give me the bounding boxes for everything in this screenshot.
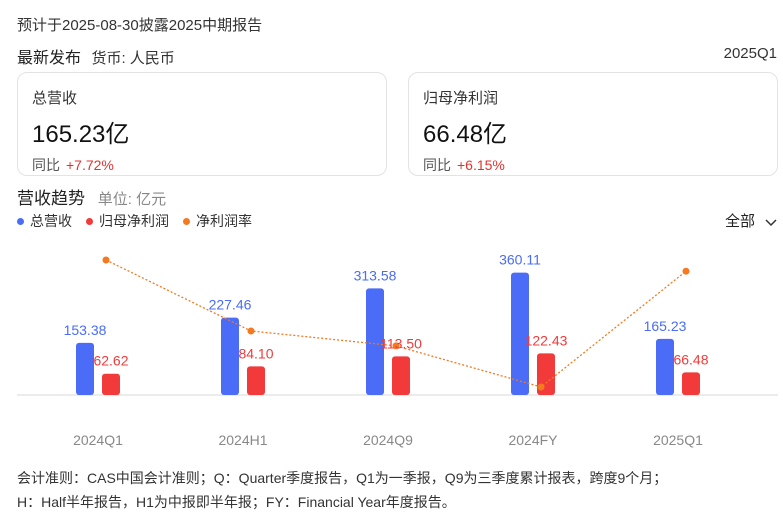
label-net-profit-2024Q1: 62.62 <box>93 353 128 369</box>
label-revenue-2024Q1: 153.38 <box>64 322 107 338</box>
net-margin-point-2024FY[interactable] <box>537 383 545 391</box>
footnote: 会计准则：CAS中国会计准则；Q：Quarter季度报告，Q1为一季报，Q9为三… <box>17 466 777 514</box>
report-period: 2025Q1 <box>723 45 777 62</box>
legend-dot-revenue <box>17 217 24 225</box>
bar-label-group: 153.38 62.62 227.46 84.10 313.58 113.50 360.11… <box>64 252 709 369</box>
bar-revenue-2025Q1[interactable] <box>656 338 674 395</box>
currency-label: 货币: 人民币 <box>91 50 175 67</box>
x-tick-2024Q9: 2024Q9 <box>363 432 413 448</box>
legend-item-net-margin[interactable]: 净利润率 <box>183 211 252 231</box>
filter-label: 全部 <box>724 213 755 230</box>
label-net-profit-2025Q1: 66.48 <box>673 351 708 367</box>
label-revenue-2025Q1: 165.23 <box>644 318 687 334</box>
trend-unit: 单位: 亿元 <box>97 191 167 208</box>
label-net-profit-2024H1: 84.10 <box>238 345 273 361</box>
x-tick-2024H1: 2024H1 <box>218 432 267 448</box>
revenue-yoy-label: 同比 <box>32 157 60 173</box>
latest-release-header: 最新发布 货币: 人民币 <box>17 44 175 68</box>
legend-dot-net-profit <box>86 217 93 225</box>
latest-release-title: 最新发布 <box>17 50 82 67</box>
bar-net-profit-2024Q9[interactable] <box>392 356 410 395</box>
revenue-label: 总营收 <box>32 90 78 107</box>
net-margin-point-2024Q9[interactable] <box>392 342 400 350</box>
legend-label-revenue: 总营收 <box>30 213 72 229</box>
revenue-yoy-value: +7.72% <box>66 157 114 173</box>
net-margin-point-2025Q1[interactable] <box>682 267 690 275</box>
x-tick-2025Q1: 2025Q1 <box>653 432 703 448</box>
net-margin-point-2024H1[interactable] <box>247 327 255 335</box>
x-tick-2024Q1: 2024Q1 <box>73 432 123 448</box>
net-profit-label: 归母净利润 <box>423 90 499 107</box>
bar-net-profit-2025Q1[interactable] <box>682 372 700 395</box>
chevron-down-icon <box>765 215 777 227</box>
legend-item-revenue[interactable]: 总营收 <box>17 211 72 231</box>
net-profit-card[interactable]: 归母净利润 66.48亿 同比 +6.15% <box>408 72 778 176</box>
legend-label-net-profit: 归母净利润 <box>99 213 169 229</box>
footnote-line-1: 会计准则：CAS中国会计准则；Q：Quarter季度报告，Q1为一季报，Q9为三… <box>17 470 668 486</box>
footnote-line-2: H：Half半年报告，H1为中报即半年报；FY：Financial Year年度… <box>17 494 456 510</box>
bar-revenue-2024H1[interactable] <box>221 317 239 395</box>
revenue-trend-chart: 153.38 62.62 227.46 84.10 313.58 113.50 360.11… <box>17 252 778 448</box>
net-profit-yoy-label: 同比 <box>423 157 451 173</box>
legend-dot-net-margin <box>183 217 190 225</box>
disclosure-notice: 预计于2025-08-30披露2025中期报告 <box>17 17 263 34</box>
chart-legend: 总营收 归母净利润 净利润率 <box>17 211 252 231</box>
revenue-yoy: 同比 +7.72% <box>32 155 372 175</box>
trend-title: 营收趋势 单位: 亿元 <box>17 184 166 209</box>
bar-net-profit-2024Q1[interactable] <box>102 373 120 395</box>
period-filter-dropdown[interactable]: 全部 <box>725 210 777 231</box>
bar-net-profit-2024H1[interactable] <box>247 366 265 395</box>
legend-label-net-margin: 净利润率 <box>196 213 252 229</box>
label-revenue-2024Q9: 313.58 <box>354 267 397 283</box>
bar-revenue-2024Q9[interactable] <box>366 288 384 395</box>
legend-item-net-profit[interactable]: 归母净利润 <box>86 211 169 231</box>
net-margin-point-2024Q1[interactable] <box>102 256 110 264</box>
bar-group <box>76 272 700 395</box>
net-margin-line-group <box>102 256 690 391</box>
trend-title-text: 营收趋势 <box>17 189 85 208</box>
revenue-card[interactable]: 总营收 165.23亿 同比 +7.72% <box>17 72 387 176</box>
label-revenue-2024FY: 360.11 <box>499 252 541 268</box>
net-profit-yoy-value: +6.15% <box>457 157 505 173</box>
label-net-profit-2024Q9: 113.50 <box>380 335 422 351</box>
net-profit-value: 66.48亿 <box>423 121 508 148</box>
x-tick-2024FY: 2024FY <box>508 432 558 448</box>
label-revenue-2024H1: 227.46 <box>209 297 252 313</box>
revenue-value: 165.23亿 <box>32 121 130 148</box>
bar-revenue-2024Q1[interactable] <box>76 342 94 395</box>
x-axis-ticks: 2024Q1 2024H1 2024Q9 2024FY 2025Q1 <box>73 432 703 448</box>
label-net-profit-2024FY: 122.43 <box>525 332 568 348</box>
bar-revenue-2024FY[interactable] <box>511 272 529 395</box>
net-profit-yoy: 同比 +6.15% <box>423 155 763 175</box>
